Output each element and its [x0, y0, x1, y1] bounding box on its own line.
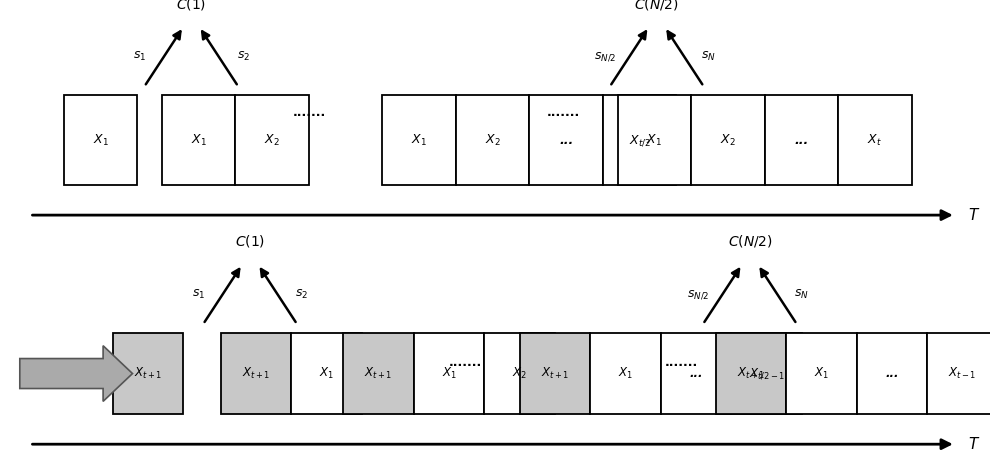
Bar: [382, 95, 456, 185]
Bar: [162, 95, 235, 185]
Text: $s_{N/2}$: $s_{N/2}$: [594, 50, 616, 63]
Bar: [661, 333, 731, 414]
Polygon shape: [20, 346, 132, 401]
Text: $X_{t+1}$: $X_{t+1}$: [541, 366, 569, 381]
Text: $X_t$: $X_t$: [867, 133, 882, 148]
Bar: [113, 333, 183, 414]
Text: .......: .......: [449, 356, 482, 369]
Text: ...: ...: [689, 367, 703, 380]
Text: $C(N/2)$: $C(N/2)$: [728, 233, 772, 249]
Text: $X_{t+1}$: $X_{t+1}$: [364, 366, 393, 381]
Bar: [590, 333, 661, 414]
Bar: [603, 95, 676, 185]
Bar: [456, 95, 529, 185]
Text: $X_1$: $X_1$: [814, 366, 829, 381]
Text: $X_1$: $X_1$: [442, 366, 457, 381]
Text: $X_{t+1}$: $X_{t+1}$: [737, 366, 765, 381]
Bar: [484, 333, 555, 414]
Text: $s_N$: $s_N$: [701, 50, 716, 63]
Text: $X_1$: $X_1$: [93, 133, 109, 148]
Text: $X_1$: $X_1$: [191, 133, 207, 148]
Text: $s_2$: $s_2$: [237, 50, 250, 63]
Bar: [414, 333, 484, 414]
Bar: [927, 333, 998, 414]
Text: $s_1$: $s_1$: [133, 50, 146, 63]
Bar: [765, 95, 838, 185]
Text: $T$: $T$: [968, 436, 981, 452]
Text: ...: ...: [885, 367, 899, 380]
Text: $T$: $T$: [968, 207, 981, 223]
Text: $C(1)$: $C(1)$: [176, 0, 206, 12]
Text: $X_2$: $X_2$: [720, 133, 736, 148]
Text: $X_{t/2}$: $X_{t/2}$: [629, 133, 651, 147]
Bar: [857, 333, 927, 414]
Text: $X_{t-1}$: $X_{t-1}$: [948, 366, 977, 381]
Text: $X_1$: $X_1$: [319, 366, 334, 381]
Text: .......: .......: [292, 106, 326, 119]
Bar: [618, 95, 691, 185]
Bar: [691, 95, 765, 185]
Text: $s_N$: $s_N$: [794, 288, 809, 301]
Bar: [520, 333, 590, 414]
Text: $s_2$: $s_2$: [295, 288, 309, 301]
Bar: [235, 95, 309, 185]
Bar: [838, 95, 912, 185]
Text: $X_1$: $X_1$: [411, 133, 427, 148]
Text: $X_2$: $X_2$: [512, 366, 527, 381]
Bar: [221, 333, 291, 414]
Text: $C(N/2)$: $C(N/2)$: [634, 0, 679, 12]
Text: $X_2$: $X_2$: [264, 133, 280, 148]
Bar: [529, 95, 603, 185]
Text: $X_{t+1}$: $X_{t+1}$: [242, 366, 270, 381]
Bar: [731, 333, 802, 414]
Text: ...: ...: [559, 134, 573, 146]
Text: .......: .......: [665, 356, 698, 369]
Text: $X_2$: $X_2$: [485, 133, 501, 148]
Text: ...: ...: [794, 134, 808, 146]
Text: $X_1$: $X_1$: [646, 133, 662, 148]
Bar: [291, 333, 362, 414]
Bar: [343, 333, 414, 414]
Bar: [786, 333, 857, 414]
Text: $X_1$: $X_1$: [618, 366, 633, 381]
Text: $s_1$: $s_1$: [192, 288, 205, 301]
Text: $s_{N/2}$: $s_{N/2}$: [687, 288, 709, 301]
Text: $X_{t/2-1}$: $X_{t/2-1}$: [749, 366, 785, 381]
Text: .......: .......: [547, 106, 580, 119]
Text: $X_{t+1}$: $X_{t+1}$: [134, 366, 162, 381]
Text: $C(1)$: $C(1)$: [235, 233, 265, 249]
Bar: [64, 95, 137, 185]
Bar: [716, 333, 786, 414]
